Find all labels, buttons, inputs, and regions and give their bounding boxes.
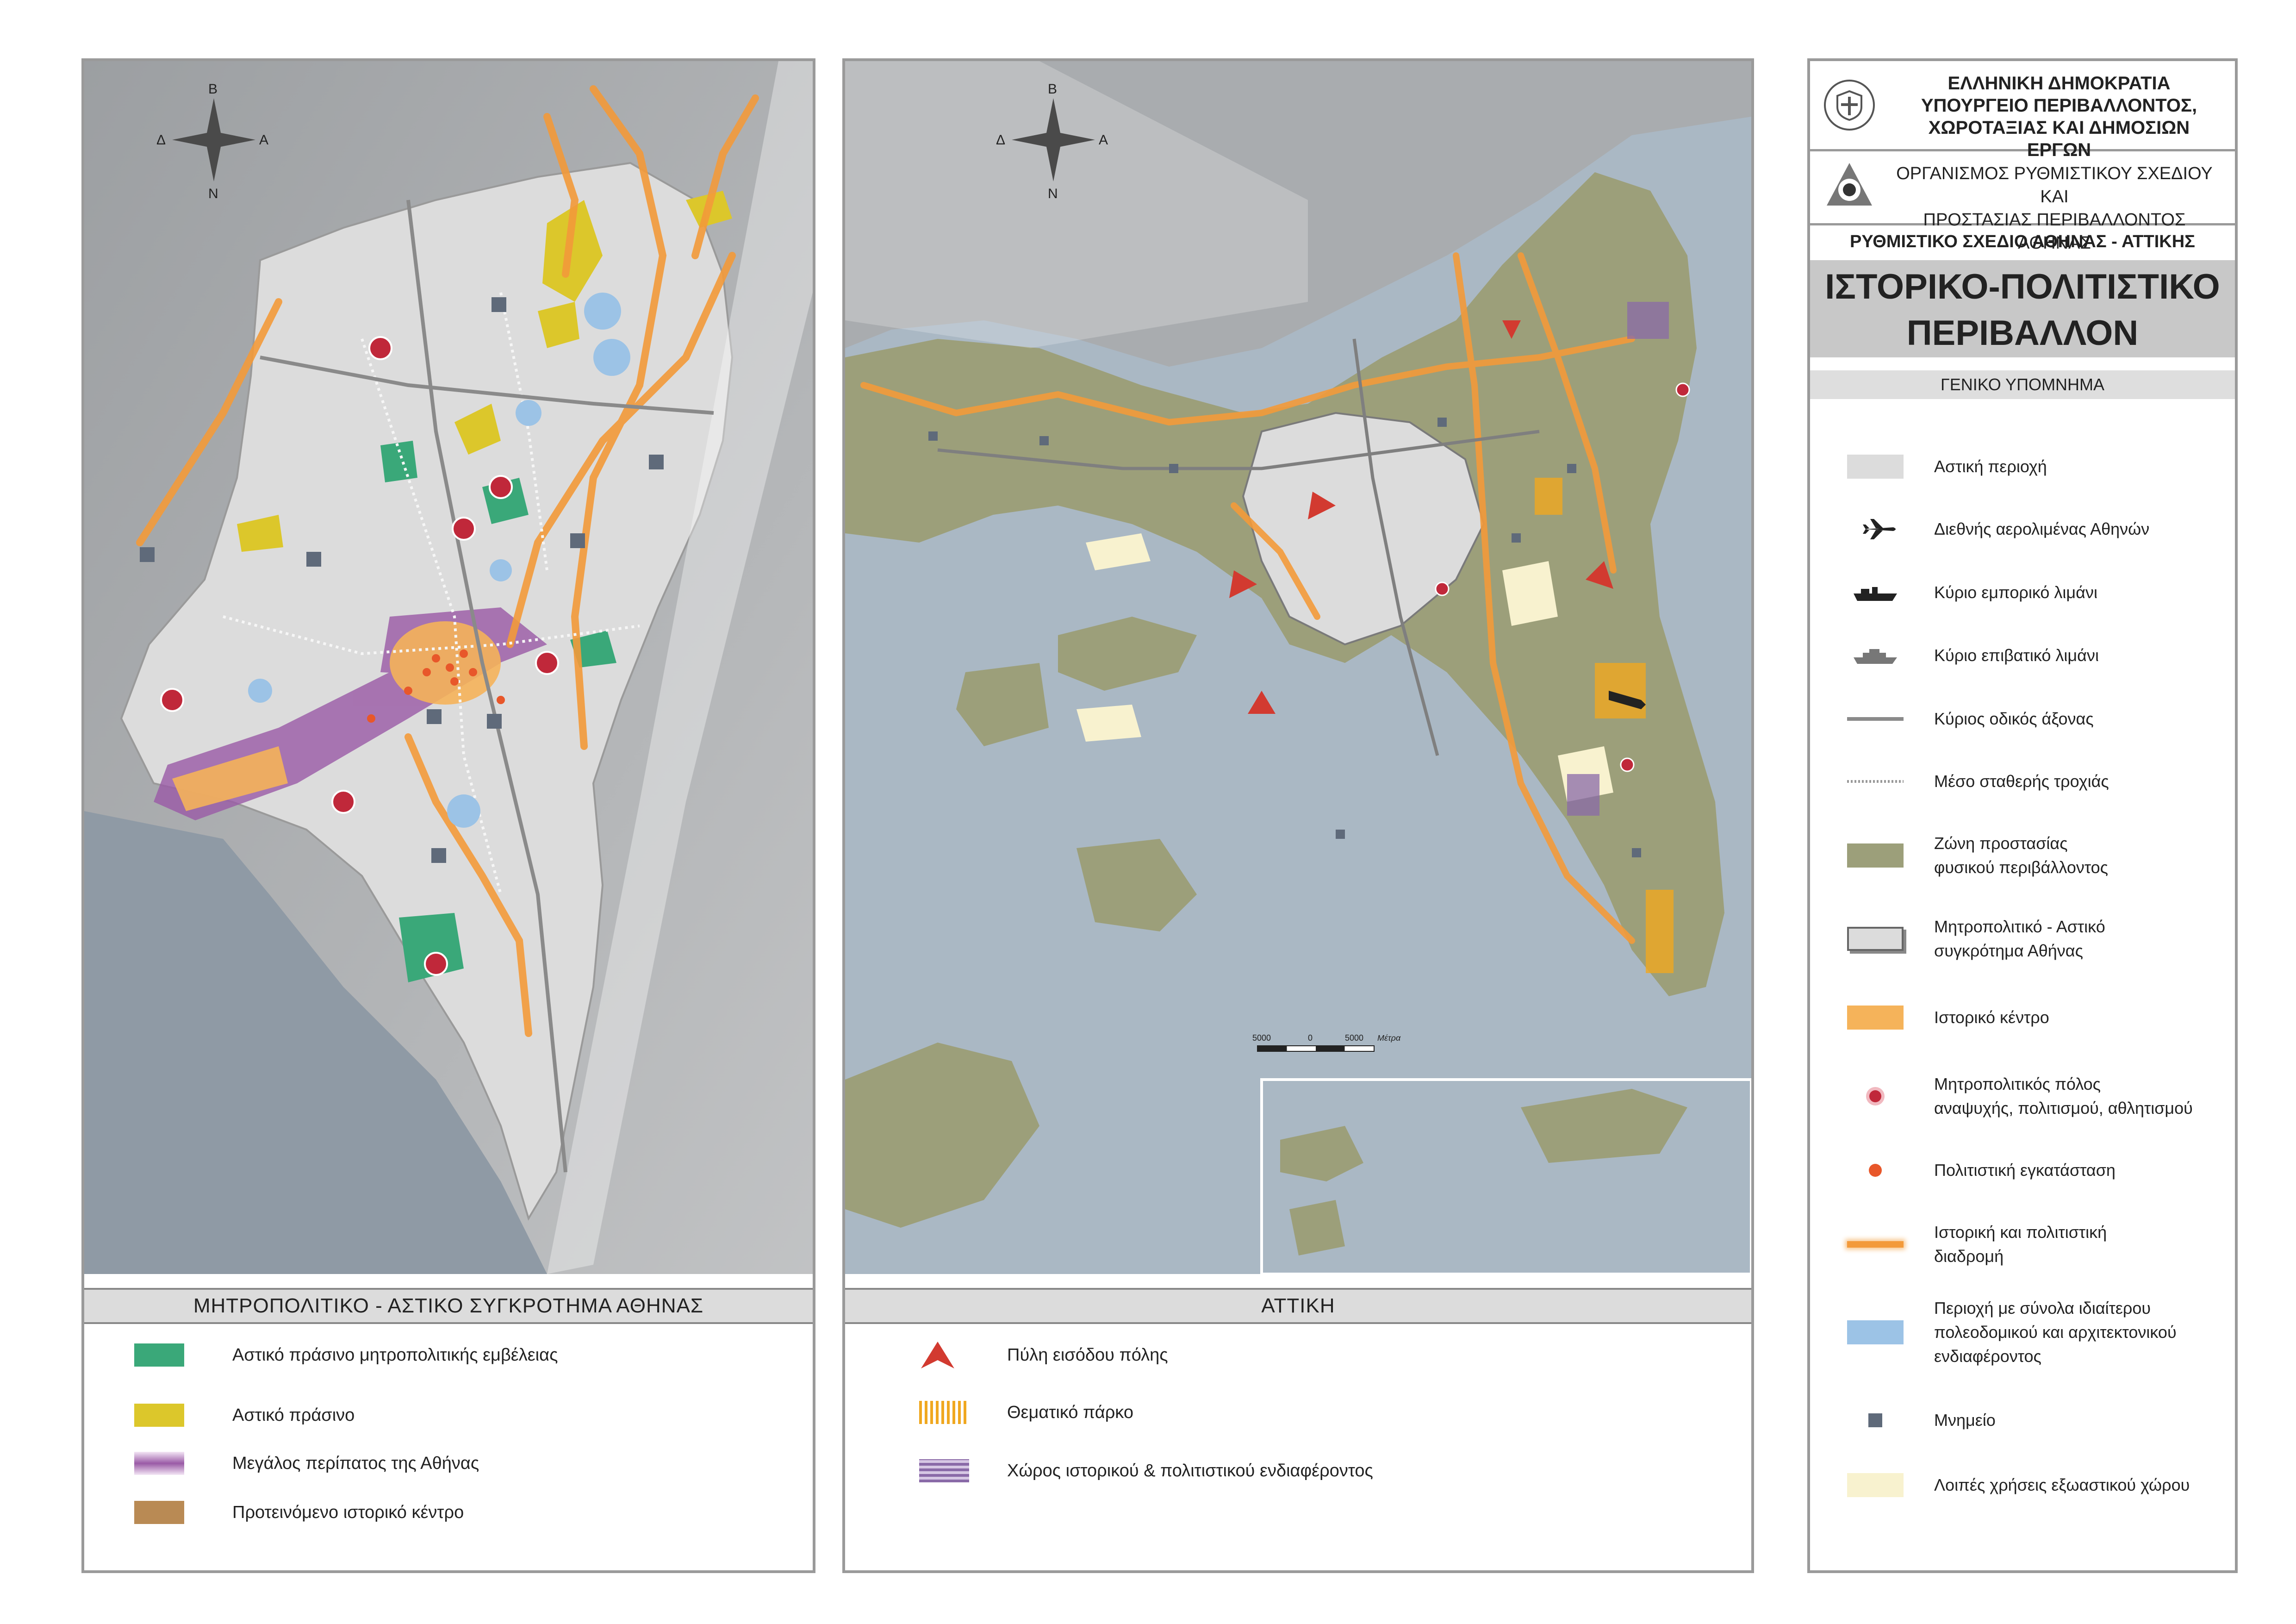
thematic-park-swatch xyxy=(919,1401,969,1424)
cultural-route-line xyxy=(1847,1241,1904,1248)
city-gates xyxy=(1229,320,1613,714)
attica-map[interactable]: Β Ν Δ Α 5000 0 5000 Μέτρα xyxy=(845,61,1751,1274)
green-areas xyxy=(237,191,732,552)
general-legend-panel: ΕΛΛΗΝΙΚΗ ΔΗΜΟΚΡΑΤΙΑ ΥΠΟΥΡΓΕΙΟ ΠΕΡΙΒΑΛΛΟΝ… xyxy=(1807,58,2238,1573)
inset-islands xyxy=(1280,1089,1687,1255)
protection-zone-swatch xyxy=(1847,843,1904,868)
urban-green-swatch xyxy=(134,1404,184,1427)
compass-east: Α xyxy=(1099,132,1108,148)
scale-bar: 5000 0 5000 Μέτρα xyxy=(1252,1033,1405,1061)
compass-south: Ν xyxy=(208,186,218,201)
legend-item-city-gate: Πύλη εισόδου πόλης xyxy=(845,1339,1751,1371)
metro-green-swatch xyxy=(134,1343,184,1367)
scale-tick-left: 5000 xyxy=(1252,1033,1271,1043)
other-uses-swatch xyxy=(1847,1473,1904,1497)
legend-item-urban-green: Αστικό πράσινο xyxy=(84,1399,813,1431)
rail-dotted-line xyxy=(1847,780,1904,783)
architectural-areas xyxy=(248,293,630,828)
metro-panel-title: ΜΗΤΡΟΠΟΛΙΤΙΚΟ - ΑΣΤΙΚΟ ΣΥΓΚΡΟΤΗΜΑ ΑΘΗΝΑΣ xyxy=(84,1288,813,1324)
historic-interest-swatch xyxy=(919,1459,969,1482)
thematic-parks xyxy=(1535,478,1674,973)
airport-icon xyxy=(1609,691,1646,709)
airplane-icon xyxy=(1863,519,1896,539)
historic-interest-zones xyxy=(1567,302,1669,816)
legend-title: ΓΕΝΙΚΟ ΥΠΟΜΝΗΜΑ xyxy=(1810,370,2235,399)
monuments xyxy=(140,297,664,863)
attica-panel-title: ΑΤΤΙΚΗ xyxy=(845,1288,1751,1324)
cultural-routes xyxy=(860,252,1635,944)
general-legend: Αστική περιοχή Διεθνής αερολιμένας Αθηνώ… xyxy=(1810,399,2235,1570)
monuments xyxy=(928,418,1641,857)
greek-emblem-icon xyxy=(1824,80,1875,131)
architectural-area-swatch xyxy=(1847,1320,1904,1344)
metro-athens-map[interactable]: Β Ν Δ Α xyxy=(84,61,813,1274)
cargo-ship-icon xyxy=(1854,587,1897,601)
compass-west: Δ xyxy=(996,132,1006,148)
metro-complex-swatch xyxy=(1847,927,1904,951)
historic-center xyxy=(172,621,501,811)
legend-item-historic-interest: Χώρος ιστορικού & πολιτιστικού ενδιαφέρο… xyxy=(845,1455,1751,1487)
compass-south: Ν xyxy=(1048,186,1058,201)
metropolitan-pole-icon xyxy=(1866,1087,1885,1106)
proposed-historic-center-swatch xyxy=(134,1501,184,1524)
cultural-facilities xyxy=(367,650,505,723)
plan-title: ΡΥΘΜΙΣΤΙΚΟ ΣΧΕΔΙΟ ΑΘΗΝΑΣ - ΑΤΤΙΚΗΣ xyxy=(1810,223,2235,262)
legend-item-metro-green: Αστικό πράσινο μητροπολιτικής εμβέλειας xyxy=(84,1339,813,1371)
city-gate-icon xyxy=(921,1342,954,1368)
compass-west: Δ xyxy=(156,132,166,148)
organization-header: ΟΡΓΑΝΙΣΜΟΣ ΡΥΘΜΙΣΤΙΚΟΥ ΣΧΕΔΙΟΥ ΚΑΙ ΠΡΟΣΤ… xyxy=(1810,149,2235,253)
legend-item-grand-promenade: Μεγάλος περίπατος της Αθήνας xyxy=(84,1447,813,1480)
metropolitan-poles xyxy=(1435,382,1690,772)
main-roads xyxy=(937,338,1540,756)
compass-rose: Β Ν Δ Α xyxy=(156,81,269,201)
compass-east: Α xyxy=(259,132,269,148)
attica-panel: Β Ν Δ Α 5000 0 5000 Μέτρα ΑΤΤΙΚΗ Πύλη ει… xyxy=(842,58,1754,1573)
grand-promenade-swatch xyxy=(134,1452,184,1475)
scale-tick-zero: 0 xyxy=(1308,1033,1313,1043)
metropolitan-poles xyxy=(160,336,559,976)
passenger-ship-icon xyxy=(1854,649,1897,664)
legend-item-proposed-historic-center: Προτεινόμενο ιστορικό κέντρο xyxy=(84,1496,813,1529)
main-roads xyxy=(260,200,714,1173)
road-line xyxy=(1847,717,1904,721)
islands xyxy=(845,617,1197,1228)
ministry-header: ΕΛΛΗΝΙΚΗ ΔΗΜΟΚΡΑΤΙΑ ΥΠΟΥΡΓΕΙΟ ΠΕΡΙΒΑΛΛΟΝ… xyxy=(1810,61,2235,160)
historic-center-swatch xyxy=(1847,1006,1904,1030)
compass-rose: Β Ν Δ Α xyxy=(996,81,1109,201)
metro-athens-panel: Β Ν Δ Α ΜΗΤΡΟΠΟΛΙΤΙΚΟ - ΑΣΤΙΚΟ ΣΥΓΚΡΟΤΗΜ… xyxy=(81,58,815,1573)
scale-unit: Μέτρα xyxy=(1377,1033,1401,1043)
compass-north: Β xyxy=(1048,81,1058,97)
map-title: ΙΣΤΟΡΙΚΟ-ΠΟΛΙΤΙΣΤΙΚΟ ΠΕΡΙΒΑΛΛΟΝ xyxy=(1810,260,2235,357)
legend-item-thematic-park: Θεματικό πάρκο xyxy=(845,1396,1751,1429)
cultural-routes xyxy=(136,85,759,1037)
monument-square xyxy=(1868,1413,1882,1427)
organization-logo-icon xyxy=(1827,163,1872,206)
ministry-name: ΕΛΛΗΝΙΚΗ ΔΗΜΟΚΡΑΤΙΑ ΥΠΟΥΡΓΕΙΟ ΠΕΡΙΒΑΛΛΟΝ… xyxy=(1921,73,2197,160)
scale-tick-right: 5000 xyxy=(1345,1033,1364,1043)
cultural-facility-dot xyxy=(1869,1164,1882,1177)
compass-north: Β xyxy=(208,81,218,97)
sea-area xyxy=(84,811,547,1274)
urban-area-swatch xyxy=(1847,455,1904,479)
organization-name: ΟΡΓΑΝΙΣΜΟΣ ΡΥΘΜΙΣΤΙΚΟΥ ΣΧΕΔΙΟΥ ΚΑΙ ΠΡΟΣΤ… xyxy=(1896,164,2213,253)
